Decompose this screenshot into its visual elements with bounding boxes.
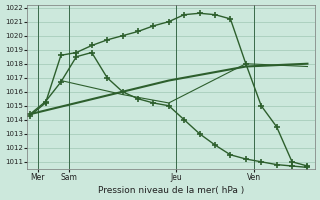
X-axis label: Pression niveau de la mer( hPa ): Pression niveau de la mer( hPa ) xyxy=(98,186,244,195)
